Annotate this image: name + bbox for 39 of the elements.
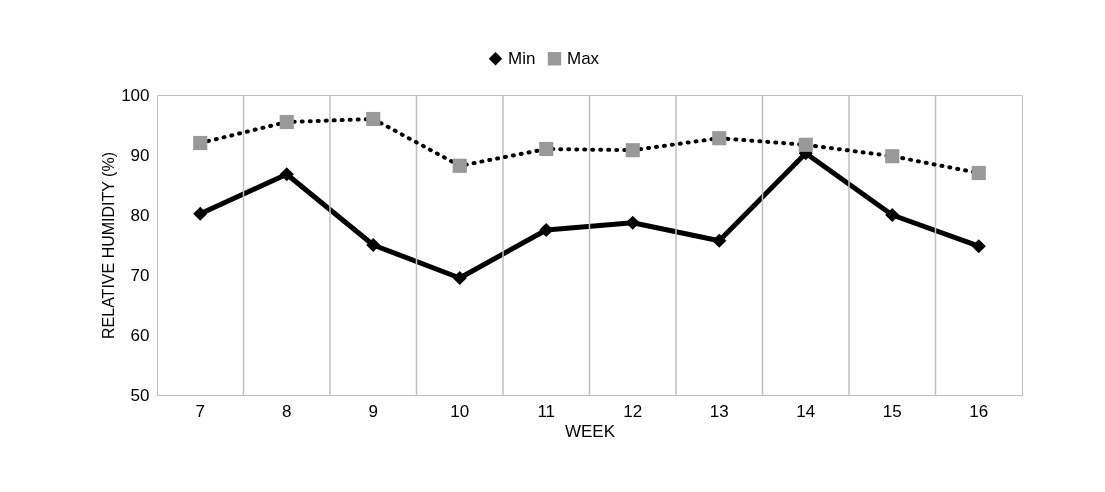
legend-label: Min	[508, 48, 536, 68]
point	[193, 135, 208, 151]
point	[366, 111, 381, 127]
point	[625, 215, 640, 230]
x-axis-title: WEEK	[564, 421, 616, 441]
x-tick-label: 7	[195, 401, 205, 421]
legend-label: Max	[567, 48, 600, 68]
point	[885, 207, 900, 223]
x-tick-label: 14	[796, 401, 816, 421]
y-tick-label: 70	[130, 265, 150, 285]
point	[712, 233, 727, 248]
point	[452, 270, 467, 286]
y-tick-label: 90	[130, 145, 150, 165]
point	[279, 167, 294, 182]
point	[279, 114, 294, 130]
point	[885, 149, 900, 164]
point	[971, 239, 986, 254]
y-tick-label: 60	[130, 325, 150, 345]
y-tick-label: 50	[130, 385, 150, 405]
y-axis-title: RELATIVE HUMIDITY (%)	[100, 152, 118, 339]
point	[971, 165, 986, 181]
x-tick-label: 16	[969, 401, 989, 421]
point	[366, 237, 381, 253]
point	[539, 222, 554, 238]
x-tick-label: 8	[282, 401, 292, 421]
x-tick-label: 10	[450, 401, 470, 421]
x-tick-label: 9	[368, 401, 378, 421]
point	[798, 137, 813, 152]
x-tick-label: 11	[537, 401, 556, 421]
x-tick-label: 12	[623, 401, 643, 421]
x-tick-label: 15	[882, 401, 902, 421]
y-tick-label: 80	[130, 205, 150, 225]
point	[193, 206, 208, 221]
point	[452, 158, 467, 173]
point	[539, 141, 554, 157]
point	[625, 143, 640, 158]
x-tick-label: 13	[709, 401, 729, 421]
y-tick-label: 100	[121, 85, 150, 105]
point	[712, 131, 727, 146]
